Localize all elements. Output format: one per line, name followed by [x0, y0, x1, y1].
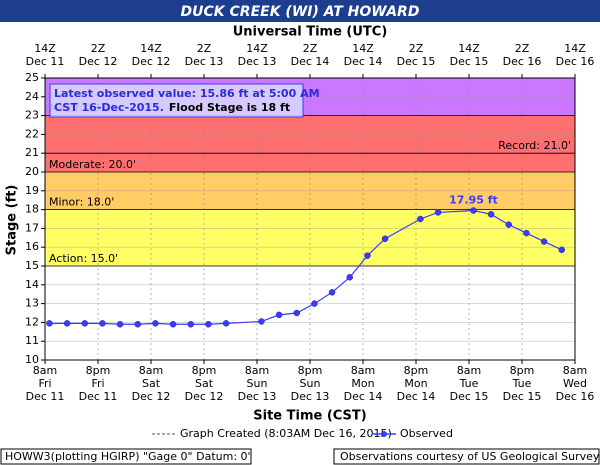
- top-tick-label: 2Z Dec 15: [396, 42, 436, 68]
- footer-left: HOWW3(plotting HGIRP) "Gage 0" Datum: 0': [5, 450, 251, 463]
- y-tick-label: 20: [25, 165, 39, 178]
- legend-label: Observed: [400, 427, 453, 440]
- y-tick-label: 25: [25, 71, 39, 84]
- y-tick-label: 24: [25, 90, 39, 103]
- stage-label: Minor: 18.0': [49, 196, 114, 209]
- data-point: [381, 235, 389, 242]
- x-tick-label: 8pm Sat Dec 12: [184, 364, 224, 403]
- data-point: [328, 289, 336, 296]
- y-axis-label: Stage (ft): [5, 185, 20, 256]
- x-tick-label: 8pm Fri Dec 11: [78, 364, 118, 403]
- data-point: [311, 300, 318, 307]
- note-box: [49, 83, 304, 118]
- y-tick-label: 21: [25, 146, 39, 159]
- y-tick-label: 13: [25, 297, 39, 310]
- stage-label: Action: 15.0': [49, 252, 118, 265]
- plot-frame: [44, 77, 576, 361]
- y-tick-label: 18: [25, 203, 39, 216]
- data-point: [434, 209, 442, 216]
- x-tick-label: 8am Mon Dec 14: [343, 364, 383, 403]
- data-point: [523, 229, 530, 237]
- data-point: [152, 320, 159, 327]
- top-tick-label: 14Z Dec 15: [449, 42, 489, 68]
- y-tick-label: 22: [25, 127, 39, 140]
- data-point: [169, 321, 177, 328]
- top-tick-label: 2Z Dec 14: [290, 42, 330, 68]
- data-point: [187, 321, 194, 328]
- data-point: [134, 321, 141, 328]
- y-tick-label: 16: [25, 240, 39, 253]
- y-tick-label: 14: [25, 278, 39, 291]
- stage-label: Moderate: 20.0': [49, 158, 136, 171]
- data-point: [417, 215, 424, 223]
- footer-left-box: [0, 448, 252, 465]
- x-tick-label: 8am Sun Dec 13: [237, 364, 277, 403]
- top-tick-label: 2Z Dec 13: [184, 42, 224, 68]
- y-tick-label: 23: [25, 109, 39, 122]
- legend-marker: [381, 431, 387, 437]
- x-tick-label: 8pm Sun Dec 13: [290, 364, 330, 403]
- x-axis-label: Site Time (CST): [253, 409, 366, 424]
- data-point: [116, 321, 124, 328]
- top-tick-label: 14Z Dec 14: [343, 42, 383, 68]
- top-tick-label: 14Z Dec 13: [237, 42, 277, 68]
- data-point: [540, 238, 548, 245]
- data-point: [346, 274, 353, 281]
- footer-right-box: [333, 448, 600, 465]
- data-point: [81, 320, 88, 327]
- x-tick-label: 8am Wed Dec 16: [555, 364, 595, 403]
- chart-title: DUCK CREEK (WI) AT HOWARD: [181, 4, 420, 20]
- title-bar: [0, 0, 600, 22]
- top-tick-label: 2Z Dec 16: [502, 42, 542, 68]
- top-axis-label: Universal Time (UTC): [233, 25, 388, 40]
- x-tick-label: 8am Sat Dec 12: [131, 364, 171, 403]
- x-tick-label: 8pm Tue Dec 15: [502, 364, 542, 403]
- y-tick-label: 11: [25, 334, 39, 347]
- data-point: [293, 309, 300, 317]
- data-point: [470, 207, 477, 214]
- note-flood-stage: Flood Stage is 18 ft: [169, 101, 290, 114]
- data-point: [505, 221, 512, 228]
- data-point: [46, 320, 53, 327]
- y-tick-label: 15: [25, 259, 39, 272]
- record-label: Record: 21.0': [498, 139, 571, 152]
- top-tick-label: 14Z Dec 12: [131, 42, 171, 68]
- y-tick-label: 19: [25, 184, 39, 197]
- data-point: [99, 320, 106, 327]
- data-point: [205, 321, 212, 328]
- data-point: [222, 320, 230, 327]
- data-point: [487, 211, 495, 218]
- note-date: CST 16-Dec-2015.: [54, 101, 164, 114]
- note-line2: CST 16-Dec-2015. Flood Stage is 18 ft: [54, 101, 290, 114]
- y-tick-label: 17: [25, 221, 39, 234]
- legend-created: Graph Created (8:03AM Dec 16, 2015): [180, 427, 392, 440]
- note-line1: Latest observed value: 15.86 ft at 5:00 …: [54, 87, 320, 100]
- top-tick-label: 2Z Dec 12: [78, 42, 118, 68]
- data-point: [364, 252, 371, 259]
- data-point: [558, 246, 565, 254]
- peak-label: 17.95 ft: [449, 194, 498, 207]
- x-tick-label: 8am Fri Dec 11: [25, 364, 65, 403]
- data-point: [63, 320, 71, 327]
- x-tick-label: 8am Tue Dec 15: [449, 364, 489, 403]
- y-tick-label: 12: [25, 315, 39, 328]
- top-tick-label: 14Z Dec 11: [25, 42, 65, 68]
- top-tick-label: 14Z Dec 16: [555, 42, 595, 68]
- x-tick-label: 8pm Mon Dec 14: [396, 364, 436, 403]
- footer-right: Observations courtesy of US Geological S…: [340, 450, 600, 463]
- data-point: [258, 318, 265, 325]
- y-tick-label: 10: [25, 353, 39, 366]
- data-point: [275, 311, 283, 319]
